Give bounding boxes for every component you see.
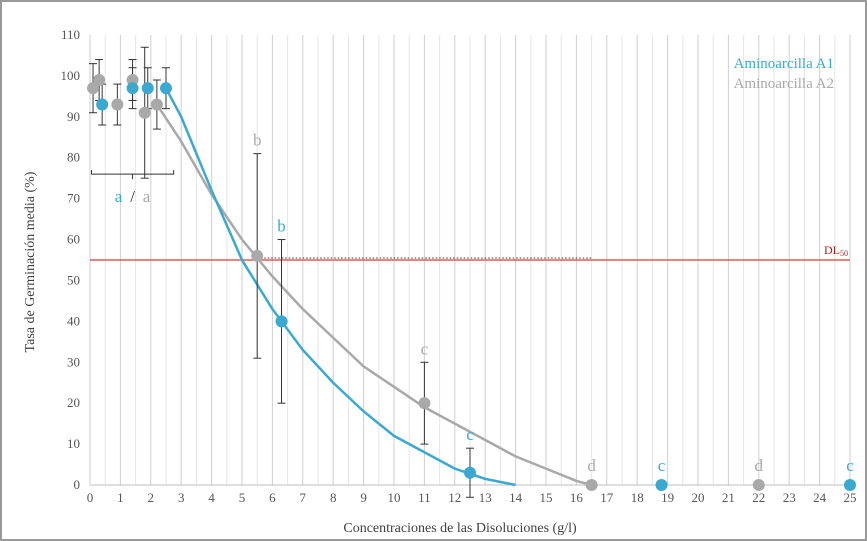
group-label: c: [846, 456, 854, 475]
group-label: d: [587, 456, 596, 475]
group-label: c: [658, 456, 666, 475]
x-tick-label: 22: [752, 490, 765, 505]
x-tick-label: 18: [631, 490, 644, 505]
y-tick-label: 100: [61, 68, 81, 83]
data-point: [844, 479, 856, 491]
trendlines: [155, 87, 592, 487]
data-point: [752, 479, 765, 491]
x-tick-label: 20: [692, 490, 705, 505]
x-tick-label: 21: [722, 490, 735, 505]
group-label: b: [253, 131, 262, 150]
data-point: [96, 98, 109, 111]
data-point: [126, 82, 139, 95]
x-tick-label: 17: [600, 490, 614, 505]
x-tick-label: 14: [509, 490, 523, 505]
y-axis-label: Tasa de Germinación media (%): [23, 171, 38, 352]
y-tick-label: 60: [67, 232, 80, 247]
group-label: c: [466, 425, 474, 444]
data-point: [138, 106, 151, 119]
x-tick-label: 6: [269, 490, 276, 505]
group-label: a: [143, 187, 151, 206]
reference-line-label: DL50: [824, 243, 848, 258]
legend: Aminoarcilla A1 Aminoarcilla A2: [734, 56, 834, 92]
trendline: [155, 103, 592, 487]
x-tick-label: 3: [178, 490, 185, 505]
data-point: [251, 249, 264, 262]
data-point: [464, 466, 476, 479]
x-tick-label: 11: [418, 490, 431, 505]
y-tick-label: 50: [67, 272, 80, 287]
x-tick-label: 4: [208, 490, 215, 505]
y-tick-label: 0: [74, 477, 81, 492]
x-tick-label: 15: [540, 490, 553, 505]
group-label: a: [115, 187, 123, 206]
x-tick-label: 7: [300, 490, 307, 505]
legend-entry: Aminoarcilla A2: [734, 76, 834, 92]
x-tick-label: 10: [388, 490, 401, 505]
group-label: b: [277, 217, 286, 236]
data-point: [111, 98, 124, 111]
group-bracket: [91, 170, 175, 180]
group-separator: /: [130, 187, 135, 206]
x-tick-label: 1: [117, 490, 124, 505]
x-tick-label: 19: [661, 490, 674, 505]
axes: 0 1 2 3 4 5 6 7 8 9 10 11 12 13 14 15 16 17 18 19 20 21 22 23 24…: [61, 27, 857, 505]
reference-line-group: DL50: [90, 243, 850, 261]
x-tick-label: 25: [844, 490, 857, 505]
data-point: [585, 479, 598, 491]
data-point: [418, 397, 431, 410]
x-tick-label: 9: [360, 490, 367, 505]
x-tick-label: 13: [479, 490, 492, 505]
data-point: [150, 98, 163, 111]
legend-entry: Aminoarcilla A1: [734, 56, 834, 72]
group-label: c: [421, 339, 429, 358]
y-tick-label: 90: [67, 109, 80, 124]
y-tick-label: 110: [61, 27, 80, 42]
x-tick-label: 0: [87, 490, 94, 505]
y-tick-label: 20: [67, 395, 80, 410]
x-tick-label: 12: [448, 490, 461, 505]
data-point: [655, 479, 668, 491]
x-tick-label: 5: [239, 490, 246, 505]
x-tick-label: 16: [570, 490, 584, 505]
x-tick-label: 8: [330, 490, 337, 505]
trendline: [164, 87, 516, 487]
y-tick-label: 80: [67, 150, 80, 165]
data-point: [93, 74, 106, 86]
group-labels: b c c c b c d d a / a: [91, 131, 854, 475]
x-tick-label: 24: [813, 490, 827, 505]
error-bars: [89, 46, 474, 498]
y-tick-label: 70: [67, 191, 80, 206]
data-point: [275, 315, 288, 328]
x-tick-label: 2: [148, 490, 155, 505]
data-point: [141, 82, 154, 95]
y-tick-label: 30: [67, 354, 80, 369]
data-points: [87, 74, 856, 491]
data-point: [87, 82, 100, 95]
y-tick-label: 10: [67, 436, 80, 451]
y-tick-label: 40: [67, 313, 80, 328]
group-label: d: [755, 456, 764, 475]
data-point: [160, 82, 172, 95]
x-tick-label: 23: [783, 490, 796, 505]
x-axis-label: Concentraciones de las Disoluciones (g/l…: [343, 521, 577, 536]
